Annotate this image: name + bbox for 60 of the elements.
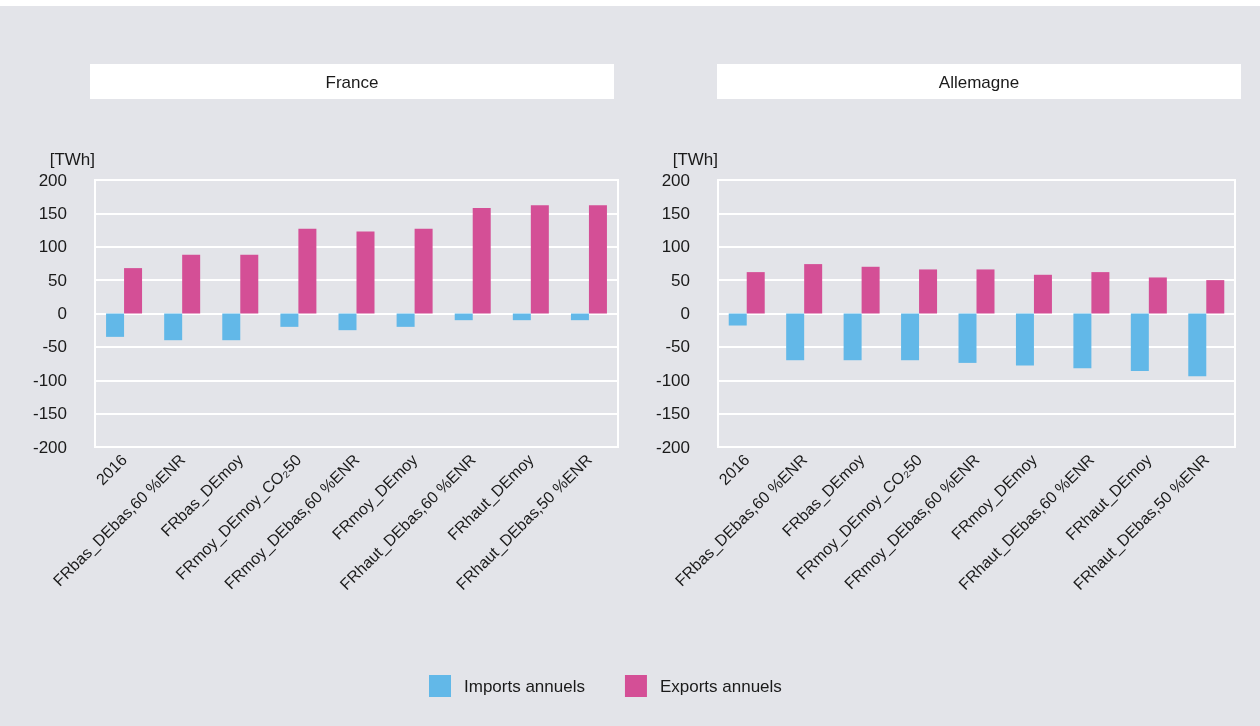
y-tick-label: 100 [38,237,67,257]
bar [124,268,143,314]
legend-label: Imports annuels [464,676,585,696]
bar [1015,313,1034,366]
bar [396,313,415,327]
y-axis-title: [TWh] [672,150,718,169]
y-tick-label: -200 [655,437,690,457]
bar [338,313,357,331]
y-axis-title: [TWh] [49,150,95,169]
bar [1188,313,1207,377]
bar [222,313,241,341]
bar [976,269,995,314]
bar [106,313,125,337]
y-tick-label: -150 [655,404,690,424]
bar [746,272,765,314]
bar [728,313,747,326]
bar [164,313,183,341]
y-tick-label: -50 [42,337,67,357]
chart-title: Allemagne [938,73,1020,92]
bar [1073,313,1092,369]
bar [919,269,938,314]
bar [530,205,549,314]
bar [1091,272,1110,314]
bar [182,254,201,314]
bar [1130,313,1149,371]
y-tick-label: -100 [32,370,67,390]
bar [512,313,531,321]
bar [356,231,375,314]
chart-title: France [325,73,379,92]
y-tick-label: 0 [680,304,690,323]
y-tick-label: -150 [32,404,67,424]
y-tick-label: 50 [671,270,690,290]
y-tick-label: 100 [661,237,690,257]
bar [588,205,607,314]
y-tick-label: -200 [32,437,67,457]
bar [414,228,433,314]
y-tick-label: -50 [665,337,690,357]
bar [786,313,805,361]
y-tick-label: 0 [57,304,67,323]
y-tick-label: 50 [48,270,67,290]
y-tick-label: 150 [38,203,67,223]
y-tick-label: 150 [661,203,690,223]
bar [454,313,473,321]
bar [861,266,880,314]
bar [298,228,317,314]
bar [843,313,862,361]
bar [1033,274,1052,314]
bar [1148,277,1167,314]
bar [240,254,259,314]
bar [901,313,920,361]
bar [958,313,977,363]
bar [804,264,823,314]
legend-label: Exports annuels [659,676,782,696]
y-tick-label: 200 [661,170,690,190]
y-tick-label: 200 [38,170,67,190]
bar [472,208,491,314]
bar [1206,280,1225,314]
bar [280,313,299,327]
bar [570,313,589,321]
y-tick-label: -100 [655,370,690,390]
